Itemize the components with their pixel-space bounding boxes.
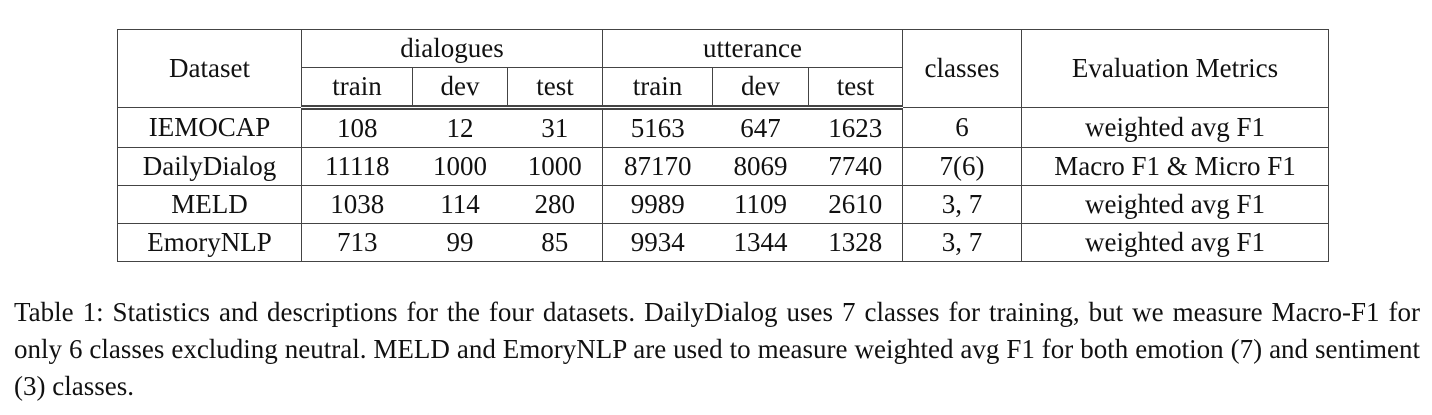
data-cell: weighted avg F1 <box>1021 185 1329 224</box>
data-row: MELD 1038 114 280 9989 1109 2610 3, 7 weighted a… <box>117 185 1329 224</box>
data-row: IEMOCAP 108 12 31 5163 647 1623 6 weighted avg F… <box>117 107 1329 148</box>
data-cell: 1328 <box>808 223 903 262</box>
data-cell: 108 <box>301 107 413 148</box>
data-cell: weighted avg F1 <box>1021 107 1329 148</box>
header-cell: utterance <box>602 29 903 68</box>
data-row: DailyDialog 11118 1000 1000 87170 8069 7740 7(6… <box>117 147 1329 186</box>
data-cell: 1344 <box>712 223 809 262</box>
subheader-cell: dev <box>712 67 809 110</box>
data-cell: weighted avg F1 <box>1021 223 1329 262</box>
subheader-cell: test <box>507 67 603 110</box>
header-cell: dialogues <box>301 29 603 68</box>
data-cell: Macro F1 & Micro F1 <box>1021 147 1329 186</box>
subheader-cell: dev <box>412 67 508 110</box>
subheader-cell: train <box>602 67 713 110</box>
data-cell: 31 <box>507 107 603 148</box>
data-cell: 85 <box>507 223 603 262</box>
data-cell: 87170 <box>602 147 713 186</box>
data-cell: 114 <box>412 185 508 224</box>
data-cell: EmoryNLP <box>117 223 302 262</box>
header-cell: Dataset <box>117 29 302 108</box>
header-row: Dataset dialogues utterance classes Evaluati… <box>117 29 1329 108</box>
stats-table: Dataset dialogues utterance classes Evaluati… <box>117 29 1329 262</box>
data-cell: 9934 <box>602 223 713 262</box>
subheader-cell: train <box>301 67 413 110</box>
data-cell: IEMOCAP <box>117 107 302 148</box>
data-cell: 7740 <box>808 147 903 186</box>
data-cell: DailyDialog <box>117 147 302 186</box>
data-cell: 11118 <box>301 147 413 186</box>
data-cell: 1623 <box>808 107 903 148</box>
data-cell: 1038 <box>301 185 413 224</box>
data-row: EmoryNLP 713 99 85 9934 1344 1328 3, 7 weighted … <box>117 223 1329 262</box>
header-cell: Evaluation Metrics <box>1021 29 1329 108</box>
data-cell: 8069 <box>712 147 809 186</box>
data-cell: 1000 <box>507 147 603 186</box>
data-cell: 6 <box>902 107 1022 148</box>
data-cell: 280 <box>507 185 603 224</box>
data-cell: 713 <box>301 223 413 262</box>
data-cell: 9989 <box>602 185 713 224</box>
data-cell: 5163 <box>602 107 713 148</box>
data-cell: 3, 7 <box>902 185 1022 224</box>
data-cell: 99 <box>412 223 508 262</box>
data-cell: 1109 <box>712 185 809 224</box>
data-cell: 7(6) <box>902 147 1022 186</box>
data-cell: MELD <box>117 185 302 224</box>
subheader-cell: test <box>808 67 903 110</box>
data-cell: 12 <box>412 107 508 148</box>
data-cell: 2610 <box>808 185 903 224</box>
data-cell: 647 <box>712 107 809 148</box>
header-cell: classes <box>902 29 1022 108</box>
subheader-row: train dev test train dev test <box>118 67 1329 110</box>
data-cell: 1000 <box>412 147 508 186</box>
data-cell: 3, 7 <box>902 223 1022 262</box>
table-caption: Table 1: Statistics and descriptions for… <box>14 297 1420 401</box>
